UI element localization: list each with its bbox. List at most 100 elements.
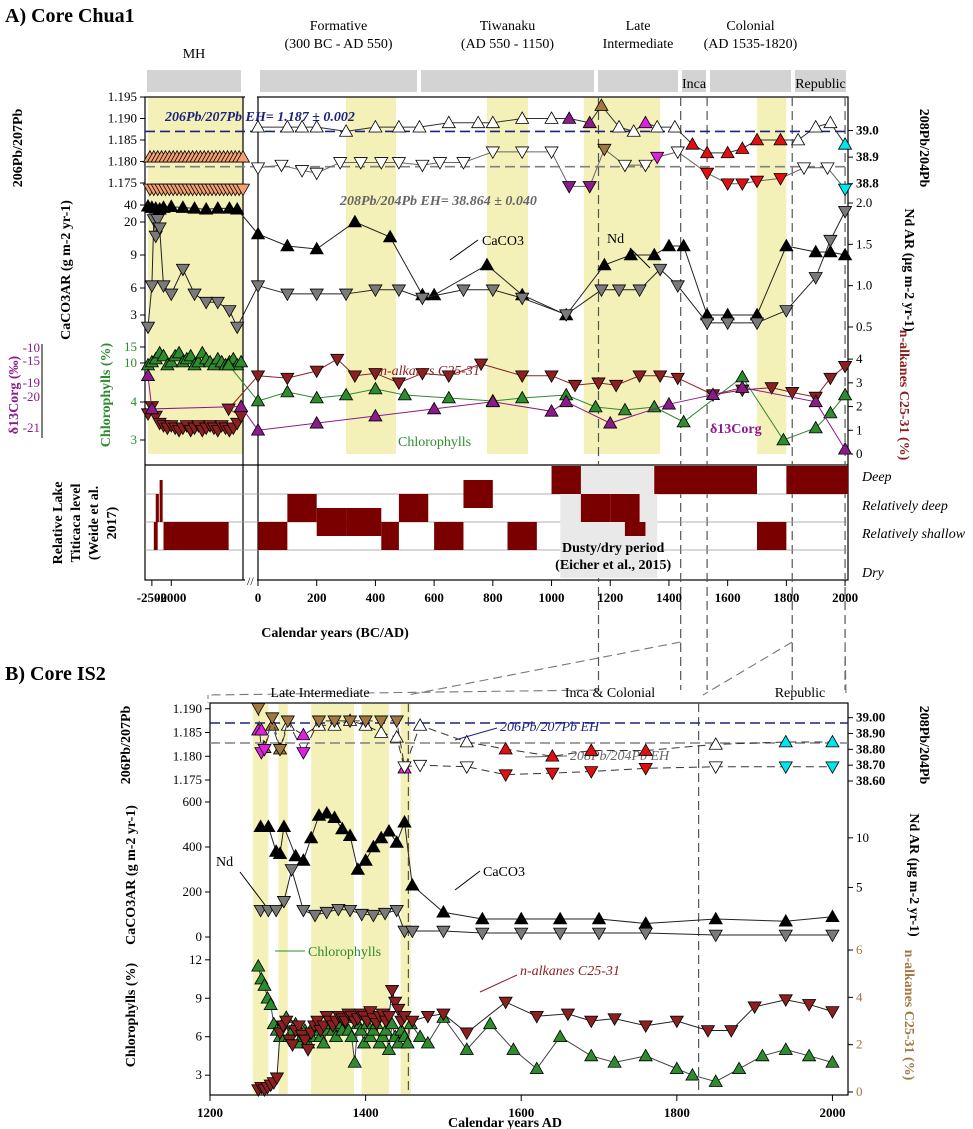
x-tick-label: -2000 bbox=[156, 590, 186, 605]
caco3-nd-marker bbox=[338, 288, 354, 302]
caco3-nd-marker bbox=[559, 309, 574, 322]
caco3-nd-marker bbox=[405, 925, 420, 939]
chl-marker bbox=[567, 379, 583, 393]
chl-marker bbox=[280, 384, 295, 398]
x-tick-label: 2000 bbox=[832, 590, 858, 605]
pb-marker bbox=[389, 729, 404, 743]
lake-level-block bbox=[398, 494, 429, 522]
pb-marker bbox=[837, 136, 853, 150]
caco3-annotation-arrow bbox=[454, 870, 481, 891]
pb-marker bbox=[584, 766, 599, 779]
panel-a-frame bbox=[144, 96, 849, 581]
pb-marker bbox=[699, 145, 715, 159]
chl-marker bbox=[785, 387, 800, 400]
chl-marker bbox=[669, 1015, 685, 1029]
caco3-nd-marker bbox=[164, 288, 179, 302]
pb-marker bbox=[358, 715, 373, 729]
caco3-nd-marker bbox=[250, 280, 266, 293]
y-tick-label: 1.195 bbox=[108, 89, 137, 104]
y-tick-label: 6 bbox=[196, 1029, 203, 1044]
pb-marker bbox=[391, 157, 407, 170]
chl-marker bbox=[285, 1039, 300, 1052]
y-tick-label: 6 bbox=[131, 280, 138, 295]
pb-marker bbox=[650, 151, 665, 165]
y-tick-label-right: 5 bbox=[856, 879, 863, 894]
caco3-nd-marker bbox=[347, 214, 363, 228]
period-bar bbox=[682, 70, 706, 92]
chl-marker bbox=[823, 405, 838, 419]
pb-marker bbox=[823, 115, 838, 129]
chl-marker bbox=[378, 1023, 394, 1036]
caco3-nd-marker bbox=[405, 877, 420, 891]
caco3-nd-marker bbox=[303, 830, 319, 844]
pb-marker bbox=[790, 132, 806, 146]
y-tick-label-outer: -19 bbox=[23, 375, 40, 390]
chl-marker bbox=[708, 1074, 723, 1087]
x-tick-label: 1600 bbox=[715, 590, 741, 605]
caco3-nd-marker bbox=[187, 201, 202, 214]
caco3-nd-marker bbox=[397, 814, 412, 828]
panel-b-x-axis-label: Calendar years AD bbox=[448, 1116, 562, 1129]
chl-marker bbox=[233, 354, 249, 368]
period-label: MH bbox=[183, 47, 206, 62]
pb-marker bbox=[391, 119, 407, 133]
caco3-nd-marker bbox=[350, 862, 366, 875]
pb-marker bbox=[235, 149, 251, 163]
pb-marker bbox=[332, 157, 348, 170]
chl-marker bbox=[300, 1044, 316, 1057]
caco3-nd-marker bbox=[778, 913, 793, 927]
caco3-nd-marker bbox=[475, 911, 490, 925]
pb-marker bbox=[412, 718, 428, 731]
caco3-nd-marker bbox=[699, 317, 715, 331]
chlorophyll-annotation: Chlorophylls bbox=[308, 945, 381, 960]
caco3-nd-marker bbox=[377, 907, 393, 921]
y-tick-label-right: 2 bbox=[856, 399, 863, 414]
nd-right-axis-label: Nd AR (μg m-2 yr-1) bbox=[906, 813, 921, 937]
y-tick-label-right: 39.00 bbox=[856, 710, 885, 725]
pb-marker bbox=[514, 111, 530, 124]
caco3-nd-marker bbox=[597, 257, 612, 271]
panel-a-group: A) Core Chua1 MH Formative (300 BC - AD 550… bbox=[5, 5, 966, 703]
caco3-nd-marker bbox=[175, 263, 191, 277]
caco3-nd-marker bbox=[284, 864, 299, 877]
y-tick-label-right: 38.70 bbox=[856, 757, 885, 772]
pb208-reference-label: 208Pb/204Pb EH= 38.864 ± 0.040 bbox=[339, 194, 537, 209]
caco3-nd-marker bbox=[825, 929, 840, 943]
caco3-nd-series-line bbox=[260, 812, 833, 925]
period-label: (AD 550 - 1150) bbox=[461, 37, 555, 52]
pb-marker bbox=[638, 763, 653, 776]
chl-marker bbox=[251, 958, 266, 972]
period-bar bbox=[421, 70, 594, 92]
highlight-band bbox=[148, 97, 243, 454]
caco3-nd-marker bbox=[708, 911, 723, 925]
pb-marker bbox=[459, 761, 474, 775]
pb-marker bbox=[389, 715, 404, 729]
highlight-band bbox=[400, 704, 411, 1094]
y-tick-label-right: 39.0 bbox=[856, 123, 879, 138]
y-tick-label-right: 1 bbox=[856, 422, 863, 437]
pb-left-axis-label: 206Pb/207Pb bbox=[119, 706, 134, 785]
chl-marker bbox=[459, 1027, 474, 1041]
chl-marker bbox=[544, 403, 559, 417]
pb-left-axis-label: 206Pb/207Pb bbox=[11, 109, 26, 188]
pb-marker bbox=[773, 173, 788, 186]
period-label: Republic bbox=[795, 77, 846, 92]
caco3-nd-marker bbox=[354, 908, 369, 922]
y-tick-label: 3 bbox=[196, 1067, 203, 1082]
pb-marker bbox=[735, 178, 750, 192]
caco3-nd-marker bbox=[808, 272, 823, 285]
caco3-nd-marker bbox=[670, 280, 685, 293]
x-tick-label: 600 bbox=[424, 590, 444, 605]
d13c-annotation: δ13Corg bbox=[710, 422, 762, 437]
pb-marker bbox=[544, 111, 559, 124]
panel-b-title: B) Core IS2 bbox=[5, 663, 106, 685]
caco3-nd-marker bbox=[373, 830, 389, 844]
chl-marker bbox=[140, 368, 156, 381]
caco3-nd-marker bbox=[436, 904, 451, 918]
caco3-nd-marker bbox=[280, 238, 295, 252]
y-tick-label-right: 38.60 bbox=[856, 773, 885, 788]
nalkane-axis-label: n-alkanes C25-31 (%) bbox=[896, 330, 911, 461]
chl-marker bbox=[415, 368, 430, 381]
y-tick-label-right: 0.5 bbox=[856, 319, 872, 334]
chl-marker bbox=[735, 380, 750, 393]
